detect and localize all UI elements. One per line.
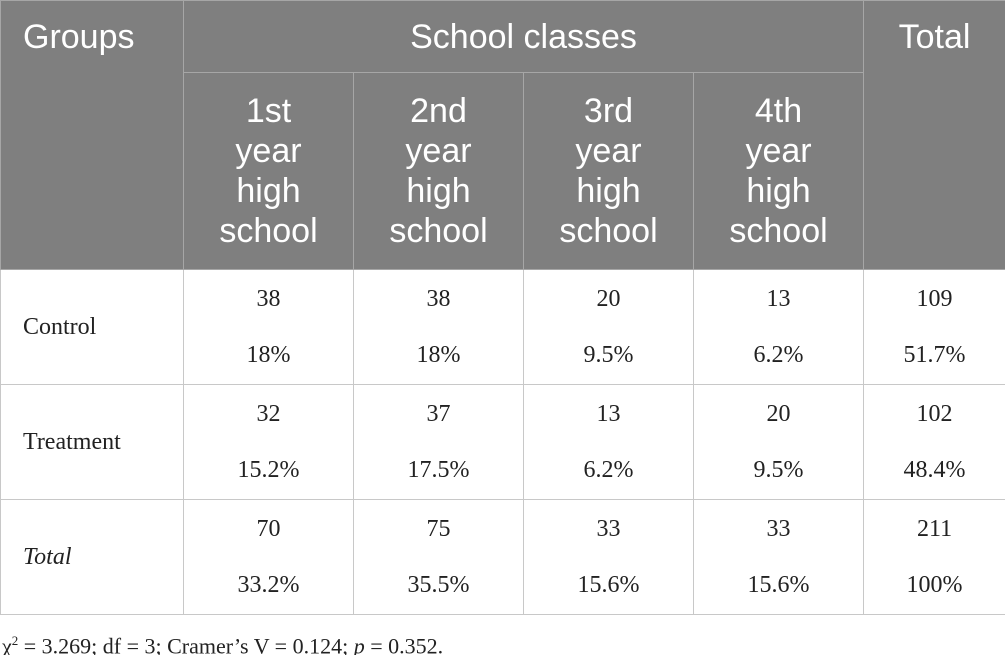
header-cell: 1st year high school — [183, 72, 354, 270]
data-cell: 75 35.5% — [353, 499, 524, 615]
count: 70 — [256, 516, 281, 542]
percent: 6.2% — [753, 342, 804, 368]
footnote-part: χ — [2, 633, 12, 655]
data-cell: 38 18% — [183, 269, 354, 385]
count: 33 — [766, 516, 791, 542]
row-label: Total — [0, 499, 184, 615]
count: 13 — [596, 401, 621, 427]
footnote-part: p — [353, 633, 365, 655]
data-cell: 109 51.7% — [863, 269, 1005, 385]
footnote-part: 2 — [11, 633, 19, 648]
footnote: χ2 = 3.269; df = 3; Cramer’s V = 0.124; … — [0, 633, 1005, 655]
header-label: 3rd year high school — [559, 92, 658, 250]
percent: 35.5% — [407, 572, 470, 598]
count: 32 — [256, 401, 281, 427]
data-cell: 38 18% — [353, 269, 524, 385]
header-cell: 2nd year high school — [353, 72, 524, 270]
data-cell: 33 15.6% — [523, 499, 694, 615]
data-cell: 102 48.4% — [863, 384, 1005, 500]
count: 109 — [916, 286, 953, 312]
header-cell: 4th year high school — [692, 72, 865, 270]
count: 20 — [766, 401, 791, 427]
count: 211 — [916, 516, 953, 542]
table-row: Control 38 18% 38 18% 20 9.5% 13 6.2% 109 51.7% — [0, 269, 1005, 385]
count: 38 — [256, 286, 281, 312]
header-cell: Groups — [0, 0, 184, 270]
count: 75 — [426, 516, 451, 542]
percent: 15.6% — [577, 572, 640, 598]
footnote-part: = 0.352. — [364, 633, 444, 655]
percent: 51.7% — [903, 342, 966, 368]
data-cell: 20 9.5% — [692, 384, 865, 500]
data-cell: 70 33.2% — [183, 499, 354, 615]
count: 37 — [426, 401, 451, 427]
data-cell: 13 6.2% — [692, 269, 865, 385]
row-label: Treatment — [0, 384, 184, 500]
data-cell: 37 17.5% — [353, 384, 524, 500]
count: 38 — [426, 286, 451, 312]
footnote-part: = 3.269; df = 3; Cramer’s V = 0.124; — [18, 633, 354, 655]
count: 20 — [596, 286, 621, 312]
table-row: Total 70 33.2% 75 35.5% 33 15.6% 33 15.6% 211 100% — [0, 499, 1005, 615]
percent: 18% — [246, 342, 291, 368]
table-row: Treatment 32 15.2% 37 17.5% 13 6.2% 20 9.5% 102 48… — [0, 384, 1005, 500]
data-cell: 13 6.2% — [523, 384, 694, 500]
data-cell: 33 15.6% — [692, 499, 865, 615]
header-label: 2nd year high school — [389, 92, 488, 250]
header-label: 1st year high school — [219, 92, 318, 250]
percent: 48.4% — [903, 457, 966, 483]
header-cell: 3rd year high school — [523, 72, 694, 270]
percent: 9.5% — [583, 342, 634, 368]
percent: 17.5% — [407, 457, 470, 483]
percent: 15.6% — [747, 572, 810, 598]
percent: 33.2% — [237, 572, 300, 598]
data-cell: 20 9.5% — [523, 269, 694, 385]
count: 13 — [766, 286, 791, 312]
percent: 15.2% — [237, 457, 300, 483]
table-header: Groups School classes Total 1st year hig… — [0, 0, 1005, 270]
data-cell: 32 15.2% — [183, 384, 354, 500]
count: 33 — [596, 516, 621, 542]
header-cell: School classes — [182, 0, 865, 73]
percent: 100% — [906, 572, 963, 598]
data-table: Groups School classes Total 1st year hig… — [0, 0, 1005, 615]
data-cell: 211 100% — [863, 499, 1005, 615]
table-body: Control 38 18% 38 18% 20 9.5% 13 6.2% 109 51.7% Tre… — [0, 269, 1005, 615]
percent: 9.5% — [753, 457, 804, 483]
header-label: 4th year high school — [729, 92, 828, 250]
percent: 18% — [416, 342, 461, 368]
percent: 6.2% — [583, 457, 634, 483]
header-cell: Total — [863, 0, 1005, 270]
row-label: Control — [0, 269, 184, 385]
count: 102 — [916, 401, 953, 427]
